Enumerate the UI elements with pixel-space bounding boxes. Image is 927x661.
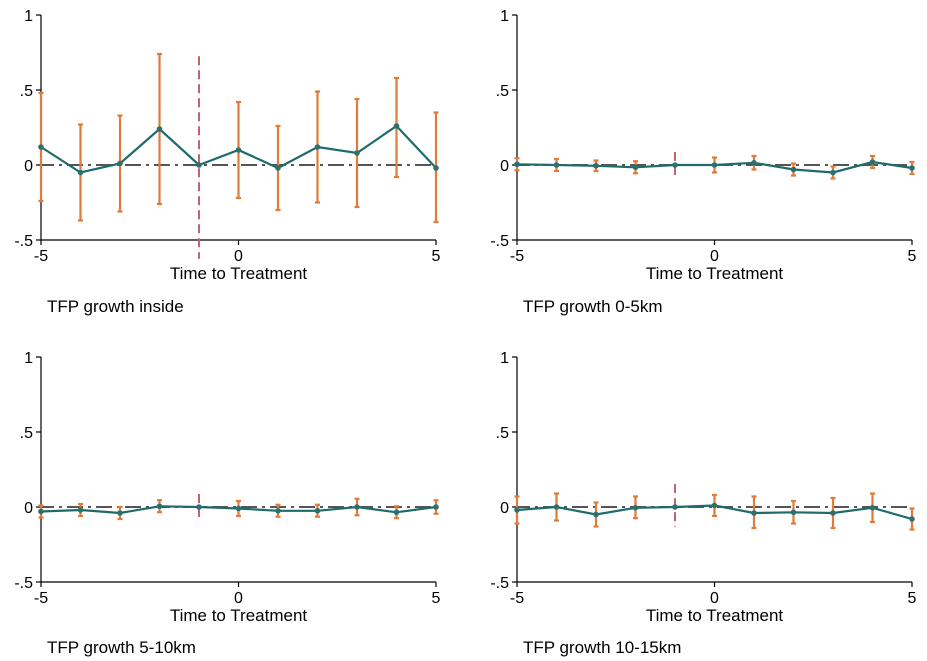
estimate-point bbox=[196, 504, 202, 510]
chart-panel-2: -.5 0 .5 1 -5 0 5 Time to Treatment TFP growth 0… bbox=[490, 8, 916, 316]
estimate-point bbox=[869, 504, 876, 511]
y-tick-label: 0 bbox=[500, 158, 509, 175]
estimate-point bbox=[711, 502, 718, 509]
y-tick-label: 1 bbox=[24, 350, 33, 367]
estimate-point bbox=[790, 509, 797, 516]
x-tick-label: 5 bbox=[432, 590, 441, 607]
estimate-point bbox=[514, 507, 520, 513]
x-tick-label: -5 bbox=[510, 590, 524, 607]
y-tick-label: -.5 bbox=[490, 575, 509, 592]
estimate-point bbox=[593, 511, 599, 518]
y-tick-label: 0 bbox=[500, 500, 509, 517]
estimate-point bbox=[909, 516, 915, 522]
x-tick-label: -5 bbox=[34, 248, 48, 265]
estimate-point bbox=[672, 162, 678, 168]
y-tick-label: .5 bbox=[496, 83, 509, 100]
estimate-point bbox=[77, 169, 84, 176]
estimate-point bbox=[235, 147, 242, 153]
estimate-point bbox=[275, 165, 281, 171]
y-tick-label: -.5 bbox=[14, 233, 33, 250]
estimate-point bbox=[711, 162, 718, 168]
panel-caption: TFP growth inside bbox=[47, 297, 184, 316]
estimate-point bbox=[433, 504, 439, 510]
x-tick-label: 5 bbox=[908, 248, 917, 265]
estimate-point bbox=[235, 505, 242, 512]
estimate-point bbox=[790, 166, 797, 173]
estimate-point bbox=[117, 510, 123, 516]
estimate-point bbox=[751, 159, 757, 166]
y-tick-label: 0 bbox=[24, 158, 33, 175]
x-tick-label: -5 bbox=[34, 590, 48, 607]
estimate-point bbox=[553, 162, 560, 168]
x-axis-title: Time to Treatment bbox=[170, 606, 308, 625]
chart-panel-3: -.5 0 .5 1 -5 0 5 Time to Treatment TFP growth 5… bbox=[14, 350, 440, 657]
y-tick-label: -.5 bbox=[14, 575, 33, 592]
x-axis-title: Time to Treatment bbox=[170, 264, 308, 283]
chart-panel-1: -.5 0 .5 1 -5 0 5 Time to Treatment TFP growth i… bbox=[14, 8, 440, 316]
estimate-point bbox=[38, 508, 44, 515]
estimate-point bbox=[433, 165, 439, 171]
estimate-point bbox=[275, 507, 281, 514]
estimate-point bbox=[514, 161, 520, 168]
y-tick-label: .5 bbox=[496, 425, 509, 442]
estimate-point bbox=[672, 504, 678, 510]
x-axis-title: Time to Treatment bbox=[646, 606, 784, 625]
estimate-point bbox=[196, 162, 202, 168]
panel-caption: TFP growth 0-5km bbox=[523, 297, 663, 316]
y-tick-label: .5 bbox=[20, 425, 33, 442]
estimate-point bbox=[632, 164, 639, 171]
estimate-point bbox=[632, 504, 639, 511]
x-tick-label: -5 bbox=[510, 248, 524, 265]
estimate-point bbox=[38, 144, 44, 150]
x-tick-label: 5 bbox=[432, 248, 441, 265]
panel-caption: TFP growth 5-10km bbox=[47, 638, 196, 657]
estimate-point bbox=[593, 162, 599, 169]
y-tick-label: 1 bbox=[24, 8, 33, 25]
estimate-point bbox=[354, 504, 360, 510]
x-tick-label: 0 bbox=[710, 248, 719, 265]
estimate-point bbox=[117, 160, 123, 167]
x-tick-label: 0 bbox=[710, 590, 719, 607]
estimate-point bbox=[314, 144, 321, 150]
chart-panel-4: -.5 0 .5 1 -5 0 5 Time to Treatment TFP growth 1… bbox=[490, 350, 916, 657]
y-tick-label: 1 bbox=[500, 8, 509, 25]
y-tick-label: 1 bbox=[500, 350, 509, 367]
panel-caption: TFP growth 10-15km bbox=[523, 638, 681, 657]
estimate-point bbox=[393, 123, 400, 129]
x-axis-title: Time to Treatment bbox=[646, 264, 784, 283]
x-tick-label: 0 bbox=[234, 590, 243, 607]
estimate-point bbox=[393, 509, 400, 516]
estimate-point bbox=[156, 503, 163, 510]
estimate-point bbox=[553, 504, 560, 510]
estimate-point bbox=[909, 165, 915, 171]
estimate-point bbox=[830, 169, 836, 176]
x-tick-label: 5 bbox=[908, 590, 917, 607]
y-tick-label: 0 bbox=[24, 500, 33, 517]
estimate-point bbox=[869, 159, 876, 165]
estimate-point bbox=[314, 507, 321, 514]
y-tick-label: .5 bbox=[20, 83, 33, 100]
estimate-point bbox=[77, 507, 84, 513]
x-tick-label: 0 bbox=[234, 248, 243, 265]
estimate-point bbox=[830, 510, 836, 516]
estimate-point bbox=[156, 126, 163, 132]
y-tick-label: -.5 bbox=[490, 233, 509, 250]
estimate-point bbox=[354, 150, 360, 156]
estimate-point bbox=[751, 510, 757, 516]
